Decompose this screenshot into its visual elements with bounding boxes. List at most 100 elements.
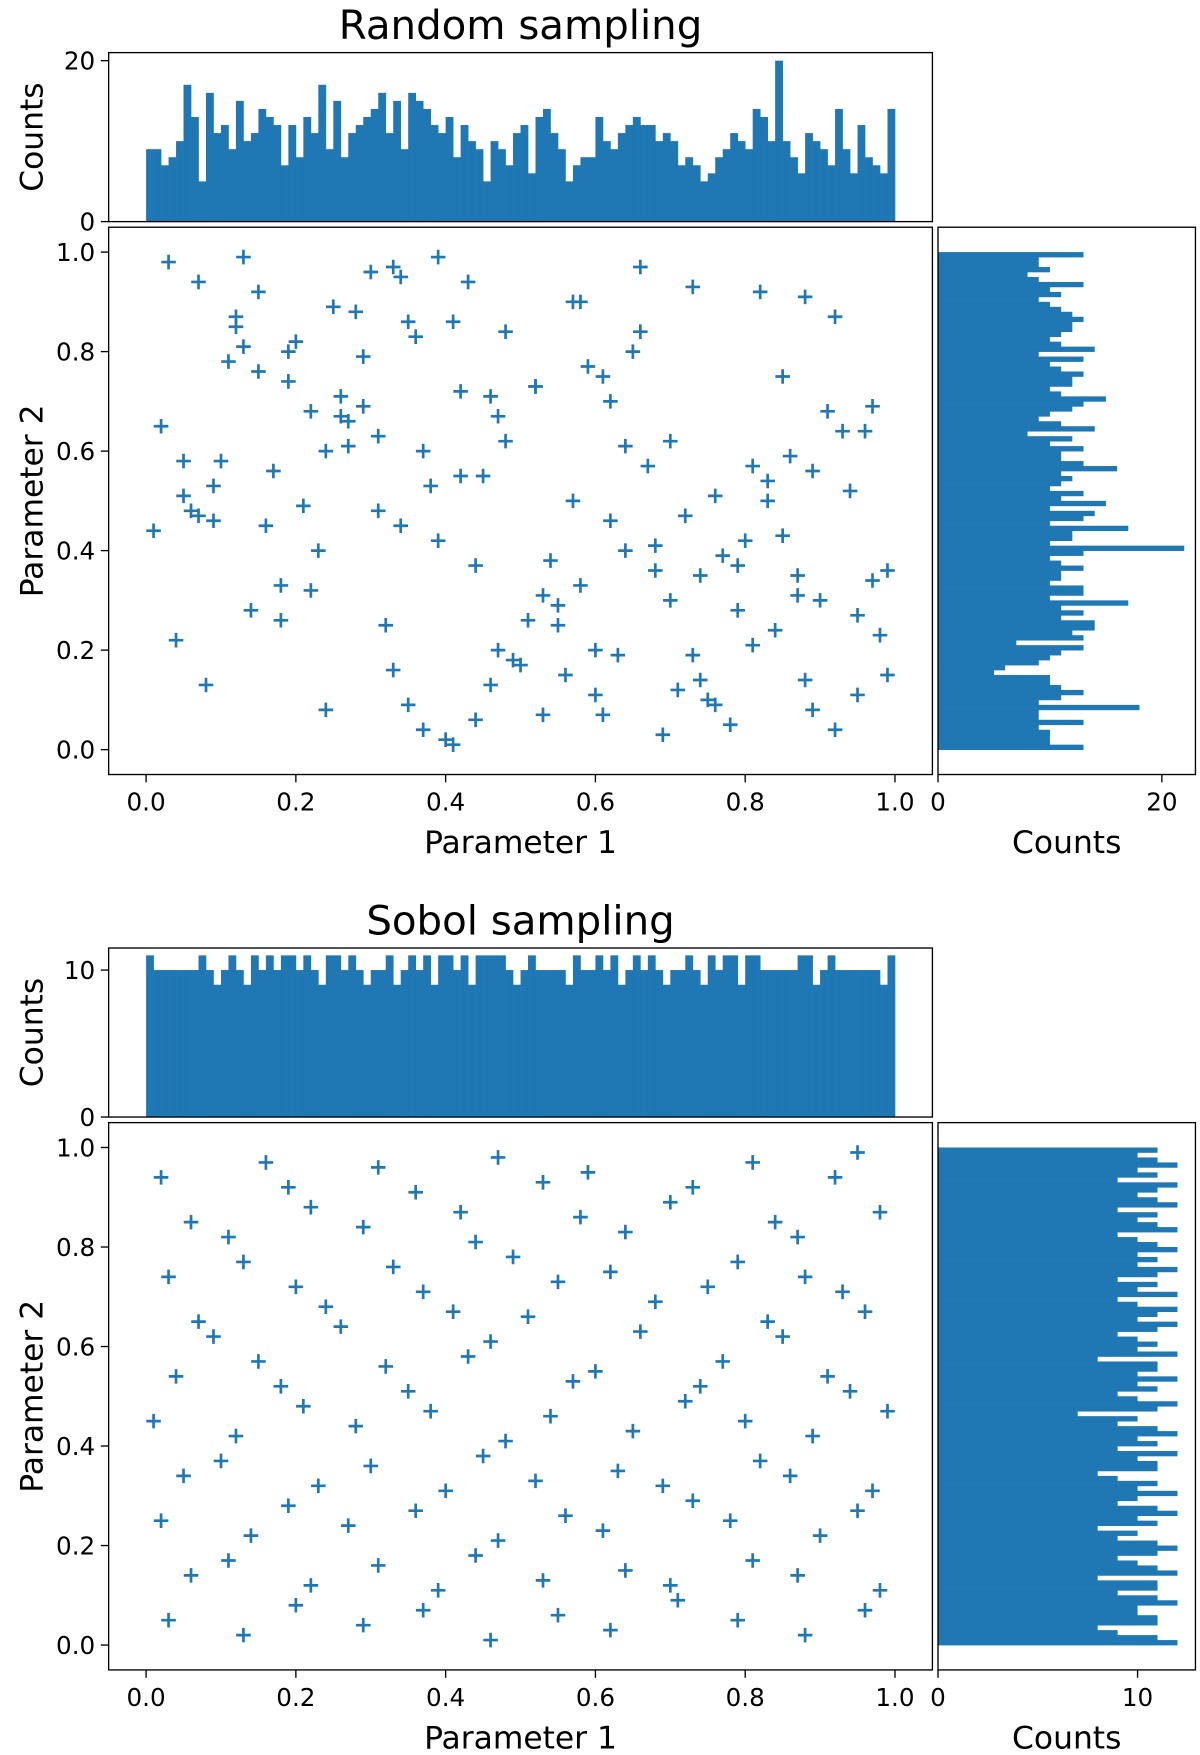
point (168, 632, 184, 648)
bar (370, 970, 379, 1118)
bar (460, 955, 469, 1118)
point (483, 677, 498, 693)
bar (938, 1550, 1158, 1556)
point (228, 1428, 244, 1444)
point (678, 1393, 693, 1409)
bar (146, 955, 154, 1118)
bar (938, 1480, 1158, 1487)
bar (490, 141, 499, 222)
point (221, 354, 236, 369)
bar (198, 181, 207, 222)
point (715, 548, 731, 563)
bar (938, 610, 1084, 616)
bar (938, 1570, 1178, 1576)
bar (565, 181, 574, 222)
chart-title: Sobol sampling (366, 898, 674, 945)
point (438, 1483, 453, 1499)
chart-title: Random sampling (339, 2, 703, 49)
point (707, 488, 723, 504)
point (812, 1528, 828, 1543)
bar (348, 955, 357, 1118)
point (640, 458, 656, 474)
bar (938, 1281, 1158, 1288)
point (655, 1478, 671, 1494)
point (326, 299, 341, 315)
point (573, 578, 588, 593)
bar (938, 431, 1028, 437)
y-axis-label: Parameter 2 (15, 1300, 51, 1493)
bar (938, 585, 1084, 591)
bar (938, 694, 1062, 701)
point (670, 1592, 686, 1608)
bar (938, 306, 1062, 313)
point (430, 249, 446, 265)
point (303, 583, 319, 598)
bar (938, 1391, 1118, 1397)
bar (938, 724, 1039, 731)
point (692, 1379, 708, 1394)
bar (715, 157, 724, 222)
bar (610, 149, 619, 222)
bar (938, 257, 1039, 263)
bar (400, 149, 409, 222)
point (333, 1319, 349, 1334)
point (730, 603, 745, 618)
point (603, 1622, 618, 1638)
point (880, 1403, 895, 1419)
bar (938, 466, 1118, 472)
bar (938, 1371, 1138, 1377)
histogram-panel: 0 20 Random sampling Counts (15, 2, 934, 237)
bar (938, 1421, 1118, 1427)
bar (938, 620, 1095, 626)
point (468, 1548, 483, 1563)
point (183, 1568, 199, 1583)
bar (513, 133, 521, 222)
bar (752, 108, 761, 222)
bar (797, 955, 806, 1118)
bar (475, 955, 484, 1118)
point (288, 1597, 304, 1613)
point (528, 379, 543, 394)
point (348, 1418, 364, 1434)
point (767, 1214, 783, 1230)
bar (685, 955, 694, 1118)
bar (445, 955, 454, 1118)
point (153, 1513, 169, 1528)
bar (938, 1167, 1138, 1173)
point (550, 1274, 566, 1290)
bar (938, 1585, 1158, 1591)
point (692, 568, 708, 583)
point (370, 1558, 386, 1573)
bar (938, 1152, 1138, 1158)
bar (938, 714, 1039, 721)
bar (385, 133, 394, 222)
bar (400, 970, 409, 1118)
bar (938, 615, 1062, 621)
bar (340, 157, 349, 222)
point (498, 324, 513, 339)
bar (176, 970, 184, 1118)
bar (938, 1620, 1158, 1626)
point (670, 682, 686, 698)
bar (176, 141, 184, 222)
bar (938, 291, 1062, 298)
point (385, 662, 401, 678)
bar (938, 1495, 1138, 1502)
point (842, 1384, 858, 1399)
bar (595, 955, 604, 1118)
point (296, 1398, 311, 1414)
point (258, 518, 274, 534)
bar (938, 391, 1062, 397)
bar (938, 401, 1084, 407)
point (430, 1583, 446, 1598)
bar (938, 321, 1073, 328)
bar (820, 149, 828, 222)
bar (938, 1212, 1158, 1218)
x-tick-label: 20 (1146, 787, 1177, 816)
point (206, 478, 221, 494)
point (273, 613, 289, 628)
point (273, 1379, 289, 1394)
bar (938, 1401, 1178, 1407)
bar (938, 480, 1062, 487)
point (490, 1150, 506, 1165)
